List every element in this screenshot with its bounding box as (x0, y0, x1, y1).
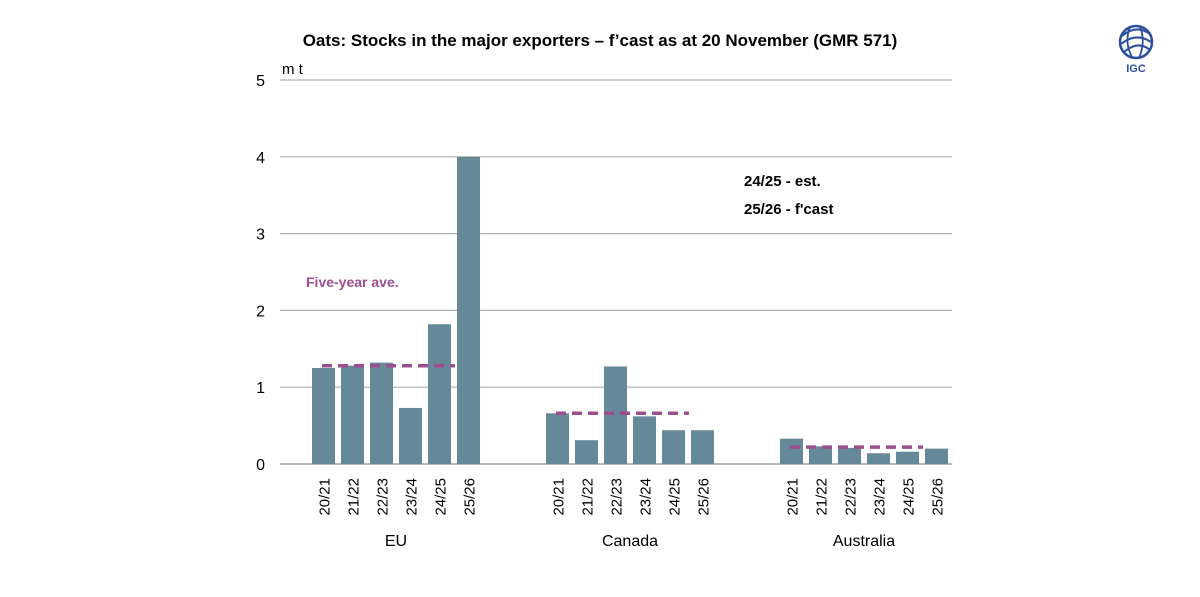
bar-canada-23-24 (633, 416, 656, 464)
logo-text: IGC (1126, 63, 1146, 75)
y-tick-label: 4 (256, 150, 265, 167)
y-tick-label: 3 (256, 227, 265, 244)
x-tick-label: 24/25 (901, 478, 918, 516)
x-tick-label: 20/21 (551, 478, 568, 516)
group-labels: EU Canada Australia (385, 533, 895, 550)
y-tick-label: 2 (256, 303, 265, 320)
x-tick-label: 24/25 (433, 478, 450, 516)
y-axis-unit-label: m t (282, 61, 304, 78)
x-tick-label: 20/21 (785, 478, 802, 516)
bar-eu-24-25 (428, 324, 451, 464)
note-forecast: 25/26 - f'cast (744, 201, 833, 218)
x-tick-label: 22/23 (375, 478, 392, 516)
bar-eu-20-21 (312, 368, 335, 464)
group-label-canada: Canada (602, 533, 658, 550)
bar-australia-25-26 (925, 448, 948, 464)
y-tick-label: 1 (256, 380, 265, 397)
x-tick-label: 21/22 (580, 478, 597, 516)
bar-eu-25-26 (457, 156, 480, 465)
five-year-average-lines (322, 363, 923, 449)
bar-canada-25-26 (691, 430, 714, 464)
bar-eu-23-24 (399, 407, 422, 464)
x-tick-label: 25/26 (462, 478, 479, 516)
bar-canada-22-23 (604, 366, 627, 464)
x-tick-label: 22/23 (609, 478, 626, 516)
bar-canada-20-21 (546, 413, 569, 464)
bar-australia-20-21 (780, 438, 803, 464)
x-tick-label: 23/24 (872, 478, 889, 516)
bar-australia-21-22 (809, 446, 832, 464)
globe-icon (1118, 24, 1154, 60)
y-axis-ticks: 0 1 2 3 4 5 (256, 73, 265, 474)
x-tick-label: 24/25 (667, 478, 684, 516)
group-label-eu: EU (385, 533, 407, 550)
y-tick-label: 0 (256, 457, 265, 474)
five-year-average-label: Five-year ave. (306, 274, 399, 290)
bar-australia-24-25 (896, 451, 919, 464)
bars (312, 156, 948, 465)
x-tick-label: 22/23 (843, 478, 860, 516)
x-tick-label: 25/26 (930, 478, 947, 516)
bar-eu-22-23 (370, 362, 393, 464)
x-tick-label: 21/22 (346, 478, 363, 516)
x-tick-label: 20/21 (317, 478, 334, 516)
x-tick-label: 23/24 (638, 478, 655, 516)
bar-australia-23-24 (867, 453, 890, 464)
bar-australia-22-23 (838, 447, 861, 464)
igc-logo: IGC (1118, 24, 1154, 75)
x-tick-label: 21/22 (814, 478, 831, 516)
x-tick-label: 25/26 (696, 478, 713, 516)
chart-title: Oats: Stocks in the major exporters – f’… (303, 31, 898, 50)
bar-canada-24-25 (662, 430, 685, 464)
x-axis-ticks: 20/21 21/22 22/23 23/24 24/25 25/26 20/21 21/22… (317, 478, 947, 516)
note-estimate: 24/25 - est. (744, 173, 821, 190)
x-tick-label: 23/24 (404, 478, 421, 516)
bar-canada-21-22 (575, 440, 598, 464)
y-tick-label: 5 (256, 73, 265, 90)
bar-eu-21-22 (341, 365, 364, 464)
group-label-australia: Australia (833, 533, 895, 550)
